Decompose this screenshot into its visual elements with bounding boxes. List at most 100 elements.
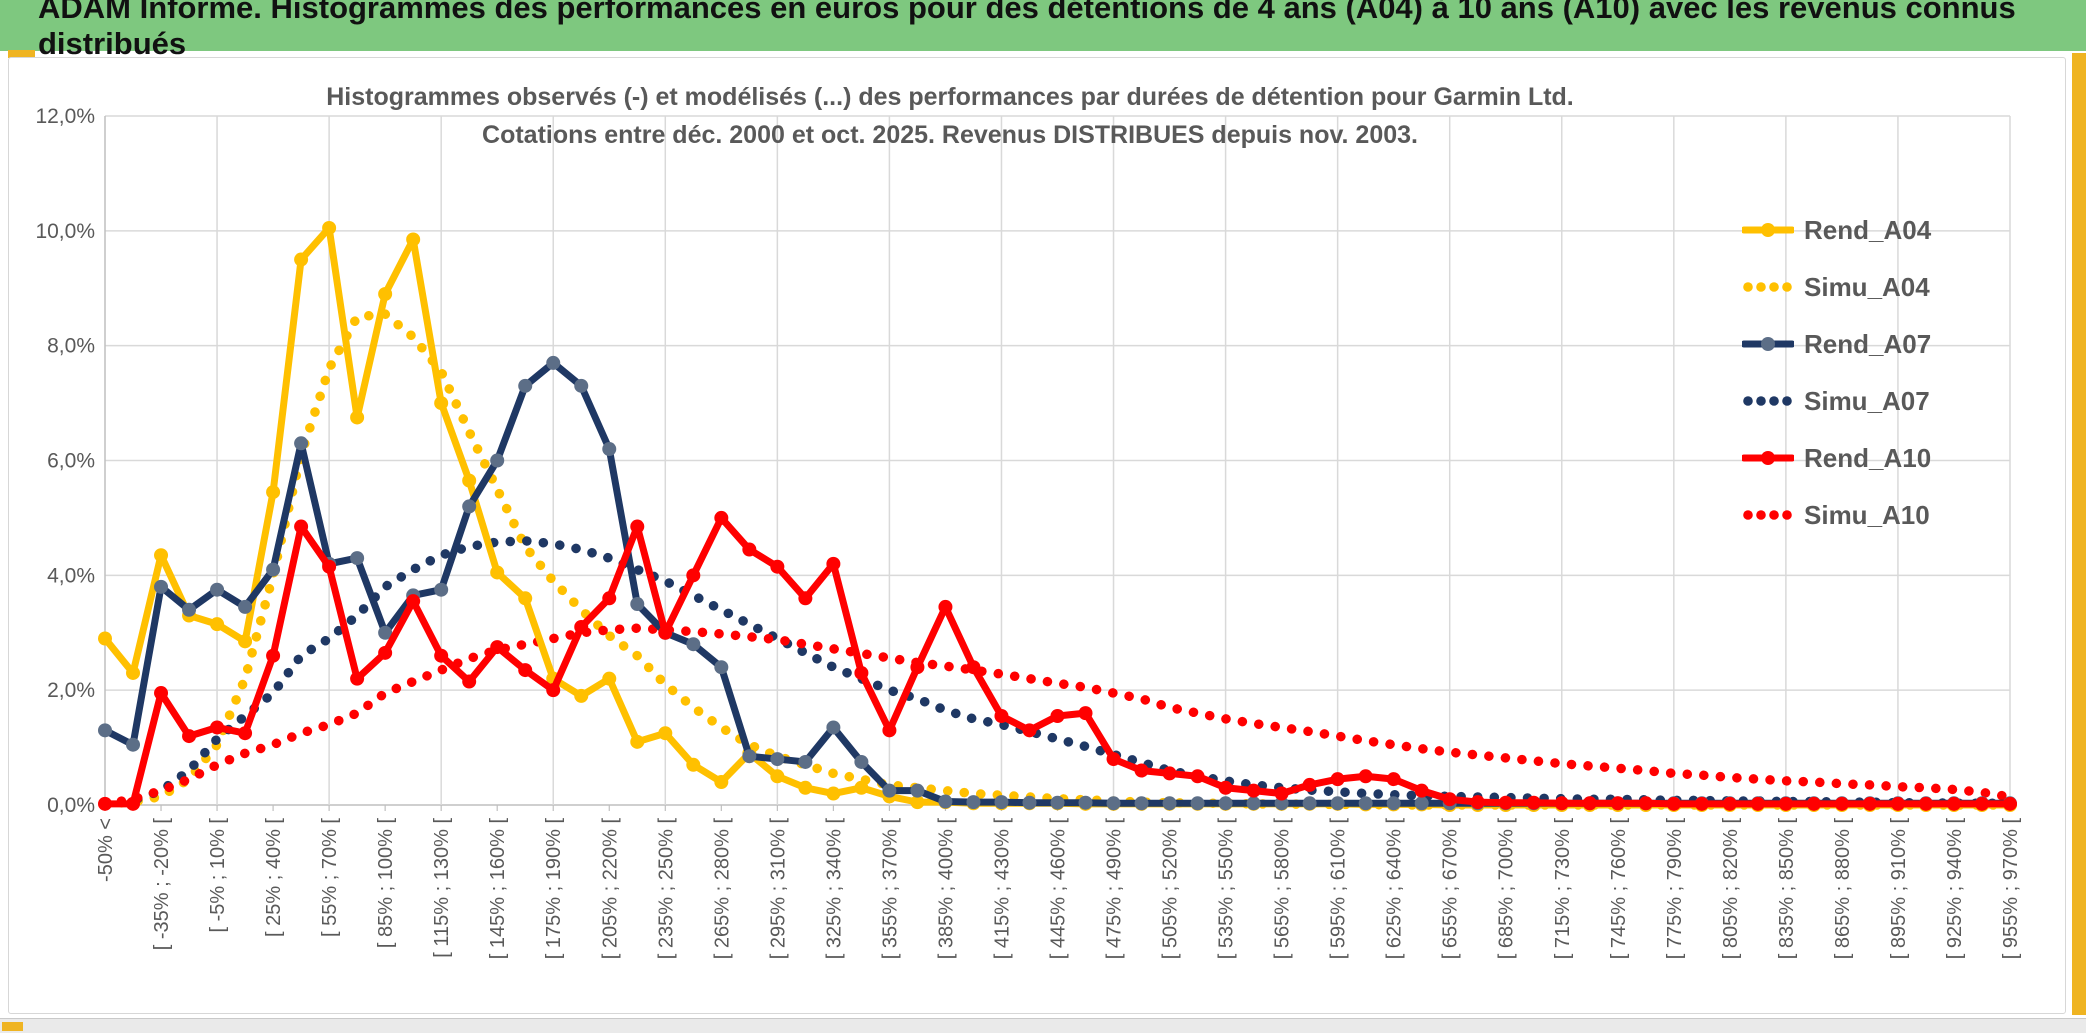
legend-item-rend_a10[interactable]: Rend_A10 xyxy=(1742,438,1931,478)
data-point[interactable] xyxy=(126,796,141,811)
data-point[interactable] xyxy=(1694,796,1709,811)
legend-item-simu_a04[interactable]: Simu_A04 xyxy=(1742,267,1931,307)
data-point[interactable] xyxy=(854,780,869,795)
data-point[interactable] xyxy=(938,599,953,614)
data-point[interactable] xyxy=(238,726,253,741)
data-point[interactable] xyxy=(714,510,729,525)
data-point[interactable] xyxy=(266,648,281,663)
data-point[interactable] xyxy=(266,562,281,577)
data-point[interactable] xyxy=(770,559,785,574)
legend-item-simu_a07[interactable]: Simu_A07 xyxy=(1742,381,1931,421)
data-point[interactable] xyxy=(770,752,785,767)
data-point[interactable] xyxy=(602,591,617,606)
data-point[interactable] xyxy=(154,579,169,594)
data-point[interactable] xyxy=(854,754,869,769)
data-point[interactable] xyxy=(1302,796,1317,811)
data-point[interactable] xyxy=(1246,783,1261,798)
data-point[interactable] xyxy=(1918,796,1933,811)
data-point[interactable] xyxy=(1386,772,1401,787)
data-point[interactable] xyxy=(714,660,729,675)
data-point[interactable] xyxy=(1946,796,1961,811)
data-point[interactable] xyxy=(1834,796,1849,811)
data-point[interactable] xyxy=(1050,709,1065,724)
data-point[interactable] xyxy=(378,286,393,301)
data-point[interactable] xyxy=(574,688,589,703)
data-point[interactable] xyxy=(994,795,1009,810)
data-point[interactable] xyxy=(1358,796,1373,811)
data-point[interactable] xyxy=(1890,796,1905,811)
data-point[interactable] xyxy=(1806,796,1821,811)
data-point[interactable] xyxy=(1722,796,1737,811)
data-point[interactable] xyxy=(210,617,225,632)
data-point[interactable] xyxy=(1442,792,1457,807)
data-point[interactable] xyxy=(1414,783,1429,798)
data-point[interactable] xyxy=(238,599,253,614)
data-point[interactable] xyxy=(490,453,505,468)
data-point[interactable] xyxy=(350,410,365,425)
data-point[interactable] xyxy=(434,582,449,597)
data-point[interactable] xyxy=(854,665,869,680)
data-point[interactable] xyxy=(238,634,253,649)
data-point[interactable] xyxy=(1302,777,1317,792)
data-point[interactable] xyxy=(1638,796,1653,811)
data-point[interactable] xyxy=(826,720,841,735)
data-point[interactable] xyxy=(1330,772,1345,787)
data-point[interactable] xyxy=(686,757,701,772)
data-point[interactable] xyxy=(574,378,589,393)
data-point[interactable] xyxy=(378,645,393,660)
data-point[interactable] xyxy=(1134,763,1149,778)
data-point[interactable] xyxy=(1274,796,1289,811)
data-point[interactable] xyxy=(1526,795,1541,810)
data-point[interactable] xyxy=(630,734,645,749)
data-point[interactable] xyxy=(1358,769,1373,784)
data-point[interactable] xyxy=(1106,796,1121,811)
data-point[interactable] xyxy=(1498,795,1513,810)
data-point[interactable] xyxy=(1022,795,1037,810)
data-point[interactable] xyxy=(182,729,197,744)
data-point[interactable] xyxy=(1162,796,1177,811)
data-point[interactable] xyxy=(378,625,393,640)
data-point[interactable] xyxy=(966,660,981,675)
legend-item-simu_a10[interactable]: Simu_A10 xyxy=(1742,495,1931,535)
data-point[interactable] xyxy=(1022,723,1037,738)
data-point[interactable] xyxy=(462,499,477,514)
legend-item-rend_a04[interactable]: Rend_A04 xyxy=(1742,210,1931,250)
data-point[interactable] xyxy=(574,620,589,635)
data-point[interactable] xyxy=(98,631,112,646)
series-simu_a04[interactable] xyxy=(100,309,2015,810)
data-point[interactable] xyxy=(518,591,533,606)
data-point[interactable] xyxy=(210,582,225,597)
data-point[interactable] xyxy=(210,720,225,735)
data-point[interactable] xyxy=(490,565,505,580)
series-rend_a10[interactable] xyxy=(98,510,2017,811)
data-point[interactable] xyxy=(630,519,645,534)
data-point[interactable] xyxy=(294,519,309,534)
data-point[interactable] xyxy=(686,568,701,583)
data-point[interactable] xyxy=(1190,769,1205,784)
data-point[interactable] xyxy=(1386,796,1401,811)
data-point[interactable] xyxy=(1274,786,1289,801)
data-point[interactable] xyxy=(1666,796,1681,811)
data-point[interactable] xyxy=(322,220,337,235)
data-point[interactable] xyxy=(1974,796,1989,811)
data-point[interactable] xyxy=(938,794,953,809)
data-point[interactable] xyxy=(154,686,169,701)
data-point[interactable] xyxy=(826,786,841,801)
data-point[interactable] xyxy=(406,594,421,609)
data-point[interactable] xyxy=(1218,796,1233,811)
data-point[interactable] xyxy=(434,648,449,663)
data-point[interactable] xyxy=(1330,796,1345,811)
data-point[interactable] xyxy=(658,726,673,741)
data-point[interactable] xyxy=(126,737,141,752)
data-point[interactable] xyxy=(294,436,309,451)
data-point[interactable] xyxy=(910,660,925,675)
data-point[interactable] xyxy=(182,602,197,617)
data-point[interactable] xyxy=(1554,796,1569,811)
data-point[interactable] xyxy=(154,548,169,563)
data-point[interactable] xyxy=(1106,752,1121,767)
data-point[interactable] xyxy=(1862,796,1877,811)
data-point[interactable] xyxy=(266,485,281,500)
data-point[interactable] xyxy=(98,796,112,811)
data-point[interactable] xyxy=(1778,796,1793,811)
data-point[interactable] xyxy=(434,396,449,411)
